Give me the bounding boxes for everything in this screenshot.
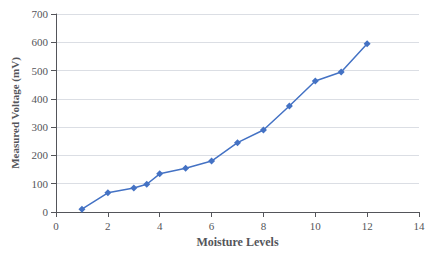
svg-text:8: 8: [261, 220, 267, 232]
svg-text:2: 2: [105, 220, 111, 232]
svg-text:200: 200: [32, 149, 49, 161]
svg-text:700: 700: [32, 8, 49, 20]
svg-text:400: 400: [32, 93, 49, 105]
svg-text:Measured Voltage (mV): Measured Voltage (mV): [9, 57, 22, 169]
svg-text:12: 12: [362, 220, 373, 232]
svg-text:300: 300: [32, 121, 49, 133]
svg-text:Moisture Levels: Moisture Levels: [196, 235, 278, 249]
svg-text:100: 100: [32, 178, 49, 190]
svg-text:0: 0: [43, 206, 49, 218]
svg-text:10: 10: [310, 220, 322, 232]
svg-text:6: 6: [209, 220, 215, 232]
svg-text:4: 4: [157, 220, 163, 232]
svg-text:14: 14: [414, 220, 426, 232]
svg-text:0: 0: [53, 220, 59, 232]
svg-text:500: 500: [32, 65, 49, 77]
svg-text:600: 600: [32, 36, 49, 48]
